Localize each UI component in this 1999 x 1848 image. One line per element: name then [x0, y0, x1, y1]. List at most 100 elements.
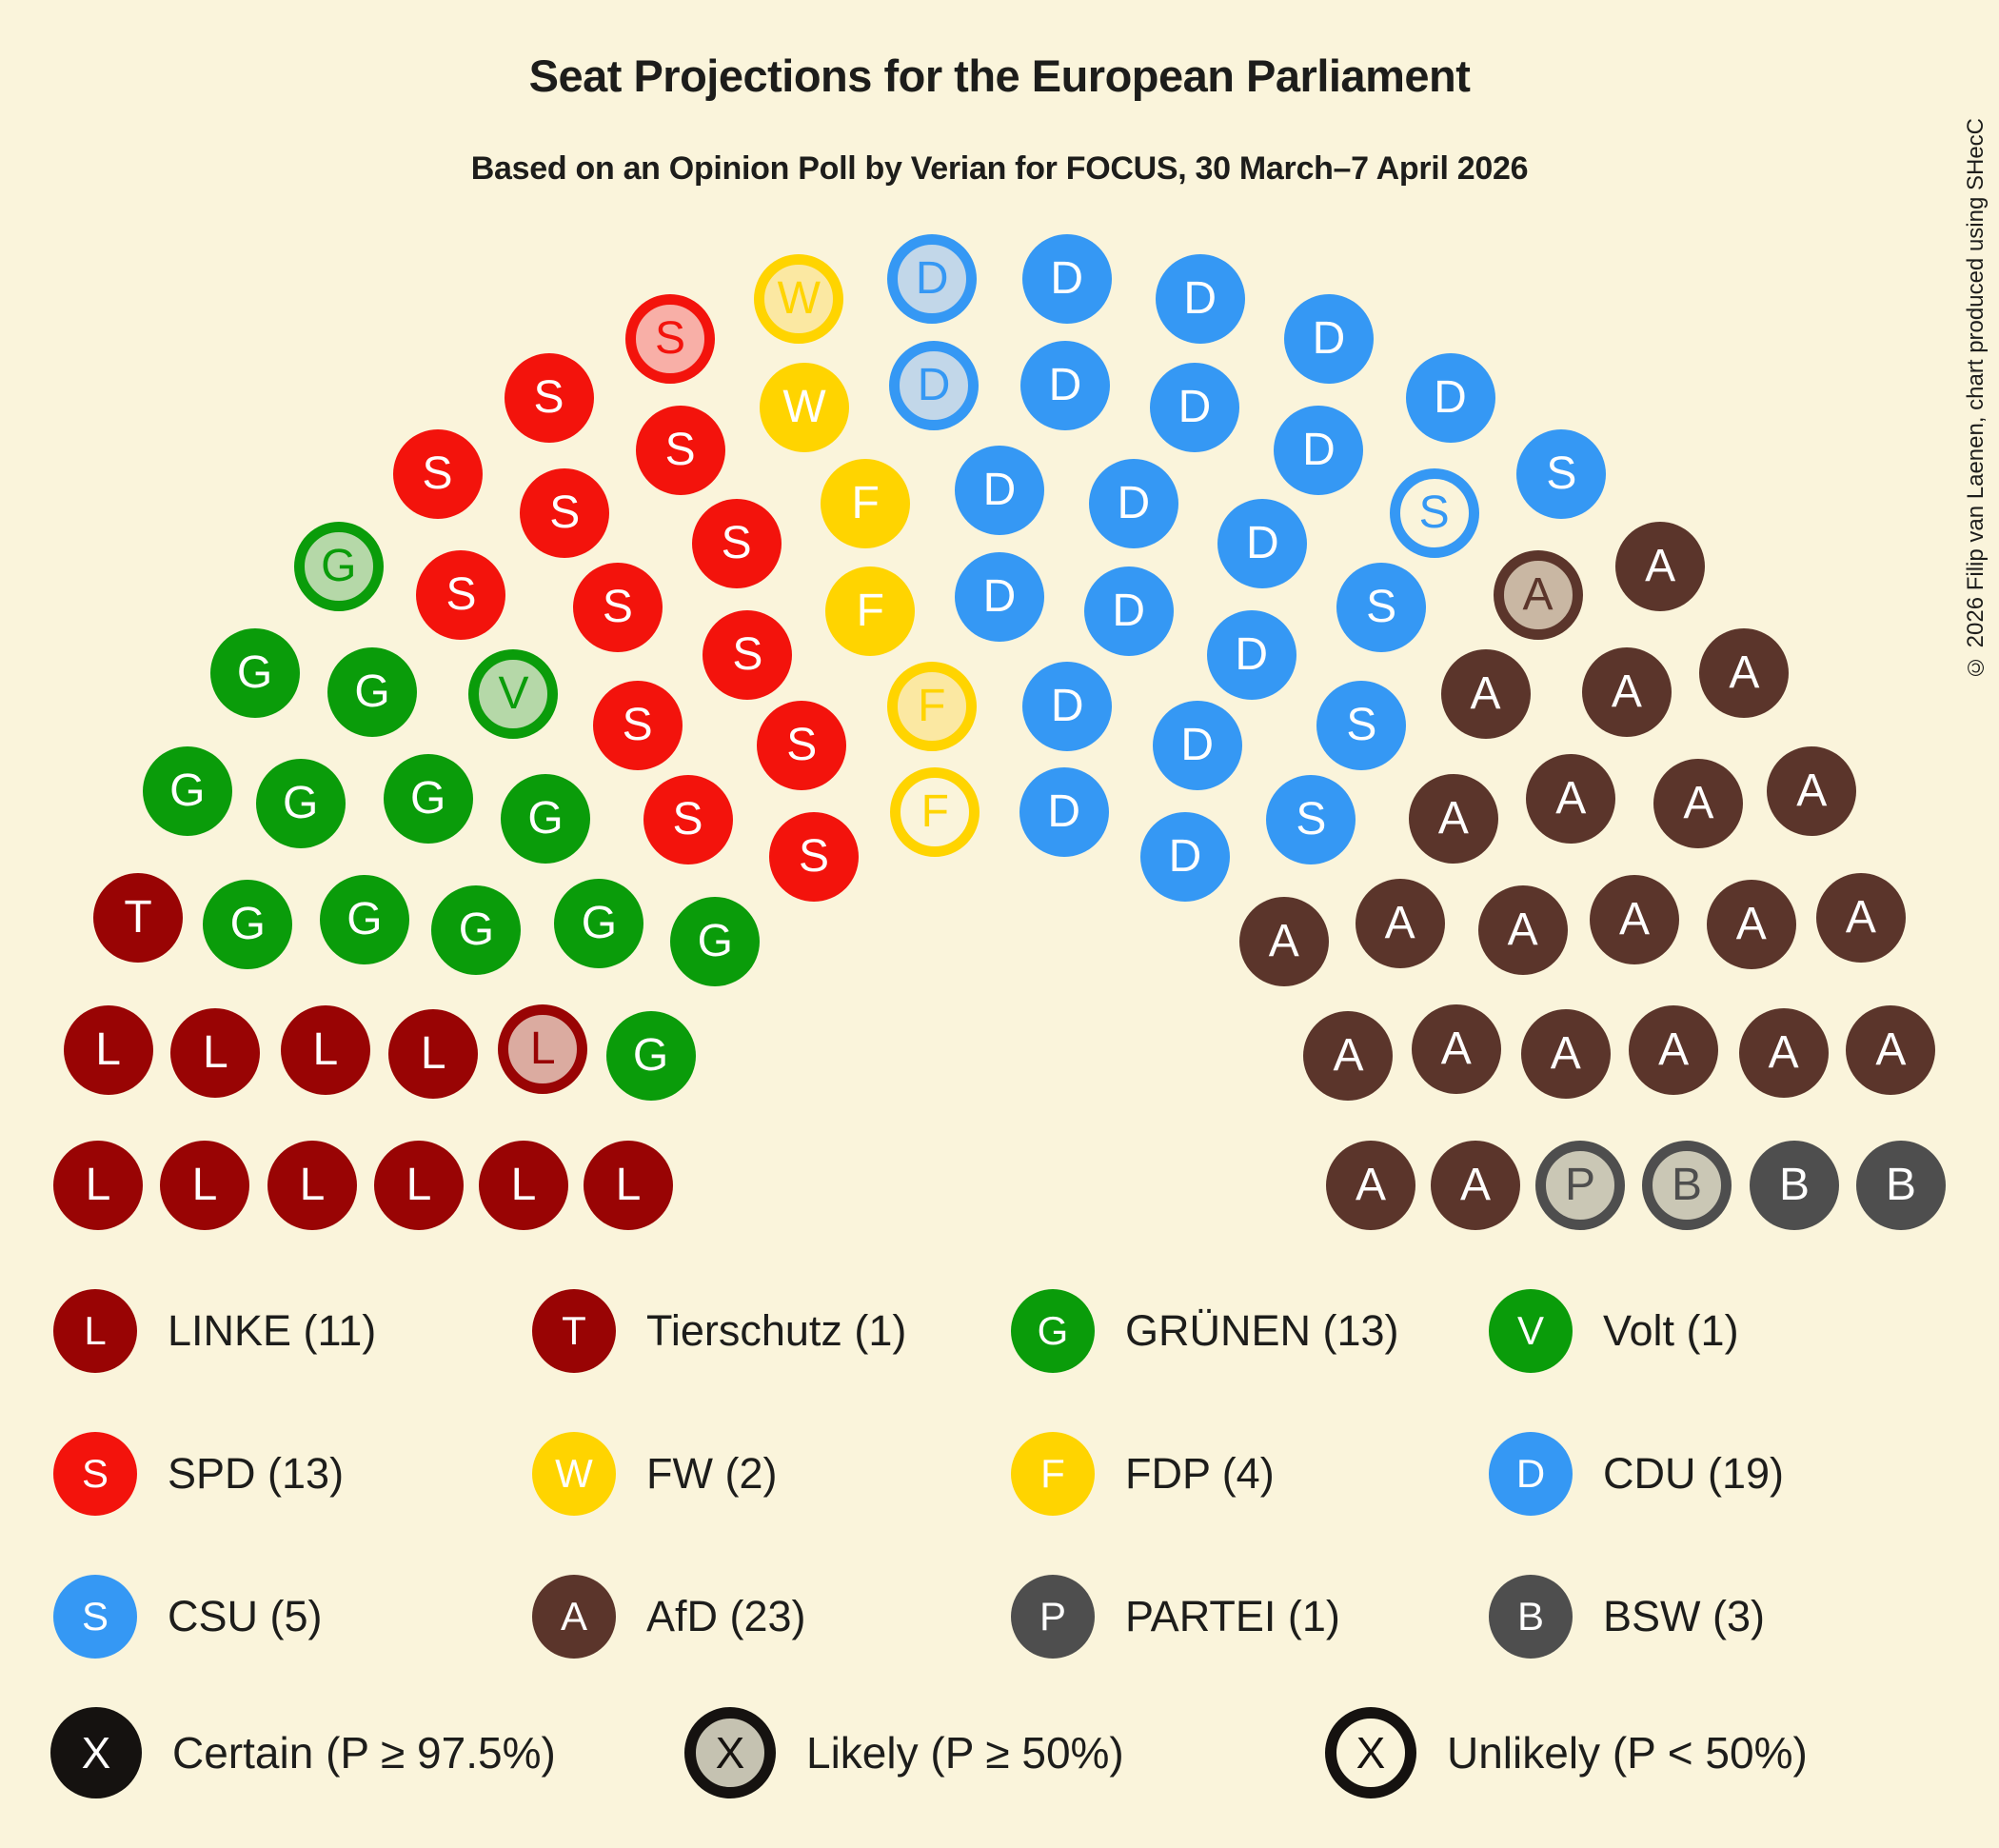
seat-spd-certain: S [572, 563, 663, 653]
seat-linke-likely: L [498, 1003, 588, 1094]
legend-label-csu: CSU (5) [168, 1592, 323, 1640]
seat-fw-likely: W [754, 253, 844, 344]
legend-label-volt: Volt (1) [1603, 1306, 1739, 1355]
seat-afd-certain: A [1767, 745, 1857, 836]
seat-gruenen-certain: G [501, 773, 591, 864]
fdp-legend-circle-icon: F [1011, 1432, 1095, 1516]
seat-cdu-certain: D [1088, 459, 1178, 549]
seat-cdu-certain: D [1022, 662, 1113, 752]
seat-spd-certain: S [691, 498, 782, 588]
seat-cdu-certain: D [1019, 340, 1110, 430]
legend-label-afd: AfD (23) [646, 1592, 806, 1640]
spd-legend-circle-icon: S [53, 1432, 137, 1516]
seat-spd-likely: S [625, 294, 716, 384]
afd-legend-circle-icon: A [532, 1575, 616, 1659]
legend-label-partei: PARTEI (1) [1125, 1592, 1340, 1640]
seat-linke-certain: L [170, 1008, 261, 1099]
legend-label-cdu: CDU (19) [1603, 1449, 1785, 1498]
seat-cdu-certain: D [1155, 253, 1245, 344]
seat-gruenen-certain: G [327, 647, 418, 738]
bsw-legend-circle-icon: B [1489, 1575, 1573, 1659]
seat-gruenen-likely: G [293, 522, 384, 612]
seat-gruenen-certain: G [209, 628, 300, 719]
seat-spd-certain: S [520, 468, 610, 559]
seat-linke-certain: L [63, 1004, 153, 1095]
seat-partei-likely: P [1535, 1141, 1625, 1230]
legend-label-spd: SPD (13) [168, 1449, 345, 1498]
seat-csu-unlikely: S [1389, 468, 1479, 559]
seat-gruenen-certain: G [203, 880, 293, 970]
seat-linke-certain: L [374, 1141, 464, 1230]
seat-linke-certain: L [280, 1004, 370, 1095]
legend-label-fw: FW (2) [646, 1449, 778, 1498]
seat-spd-certain: S [592, 680, 683, 770]
seat-spd-certain: S [504, 352, 594, 443]
seat-linke-certain: L [584, 1141, 673, 1230]
seat-afd-certain: A [1699, 628, 1790, 719]
seat-gruenen-certain: G [255, 758, 346, 848]
seat-csu-certain: S [1266, 775, 1356, 865]
seat-gruenen-certain: G [319, 874, 409, 964]
tierschutz-legend-circle-icon: T [532, 1289, 616, 1373]
seat-gruenen-certain: G [554, 879, 644, 969]
seat-afd-certain: A [1526, 754, 1616, 845]
seat-afd-certain: A [1615, 522, 1706, 612]
seat-cdu-certain: D [1021, 233, 1112, 324]
csu-legend-circle-icon: S [53, 1575, 137, 1659]
seat-cdu-certain: D [955, 552, 1044, 642]
legend-label-gruenen: GRÜNEN (13) [1125, 1306, 1399, 1355]
seat-afd-certain: A [1629, 1004, 1719, 1095]
seat-cdu-certain: D [1019, 767, 1109, 858]
seat-cdu-likely: D [887, 233, 978, 324]
seat-afd-certain: A [1846, 1004, 1936, 1095]
legend-label-tierschutz: Tierschutz (1) [646, 1306, 907, 1355]
linke-legend-circle-icon: L [53, 1289, 137, 1373]
seat-afd-certain: A [1581, 647, 1672, 738]
seat-afd-certain: A [1408, 773, 1498, 864]
seat-linke-certain: L [267, 1141, 357, 1230]
fw-legend-circle-icon: W [532, 1432, 616, 1516]
seat-afd-certain: A [1706, 880, 1796, 970]
seat-fdp-certain: F [825, 566, 916, 657]
cdu-legend-circle-icon: D [1489, 1432, 1573, 1516]
seat-cdu-certain: D [1283, 294, 1374, 384]
seat-spd-certain: S [757, 700, 847, 790]
seat-cdu-certain: D [1083, 566, 1174, 657]
certain-status-circle-icon: X [50, 1707, 142, 1798]
seat-cdu-certain: D [1405, 352, 1495, 443]
seat-csu-certain: S [1516, 429, 1607, 520]
seat-spd-certain: S [416, 549, 506, 640]
seat-csu-certain: S [1336, 563, 1427, 653]
seat-spd-certain: S [635, 406, 725, 495]
seat-spd-certain: S [392, 429, 483, 520]
chart-subtitle: Based on an Opinion Poll by Verian for F… [470, 150, 1529, 187]
seat-fdp-certain: F [821, 459, 911, 549]
seat-fdp-unlikely: F [890, 767, 980, 858]
seat-afd-certain: A [1411, 1003, 1501, 1094]
seat-gruenen-certain: G [431, 884, 522, 975]
seat-afd-certain: A [1326, 1141, 1415, 1230]
seat-bsw-certain: B [1750, 1141, 1839, 1230]
status-label-likely: Likely (P ≥ 50%) [806, 1728, 1124, 1778]
seat-cdu-certain: D [1140, 812, 1230, 903]
seat-bsw-likely: B [1642, 1141, 1732, 1230]
seat-cdu-likely: D [889, 340, 980, 430]
seat-afd-likely: A [1493, 549, 1583, 640]
seat-spd-certain: S [643, 775, 733, 865]
seat-afd-certain: A [1238, 897, 1329, 987]
status-label-unlikely: Unlikely (P < 50%) [1447, 1728, 1808, 1778]
seat-cdu-certain: D [1274, 406, 1364, 495]
seat-linke-certain: L [53, 1141, 143, 1230]
seat-fw-certain: W [760, 362, 850, 452]
seat-csu-certain: S [1316, 680, 1407, 770]
seat-afd-certain: A [1477, 884, 1568, 975]
seat-afd-certain: A [1520, 1009, 1611, 1100]
seat-fdp-likely: F [886, 662, 977, 752]
seat-afd-certain: A [1303, 1010, 1394, 1101]
seat-afd-certain: A [1431, 1141, 1520, 1230]
seat-gruenen-certain: G [142, 745, 232, 836]
seat-gruenen-certain: G [605, 1010, 696, 1101]
legend-label-bsw: BSW (3) [1603, 1592, 1766, 1640]
seat-spd-certain: S [703, 610, 793, 701]
